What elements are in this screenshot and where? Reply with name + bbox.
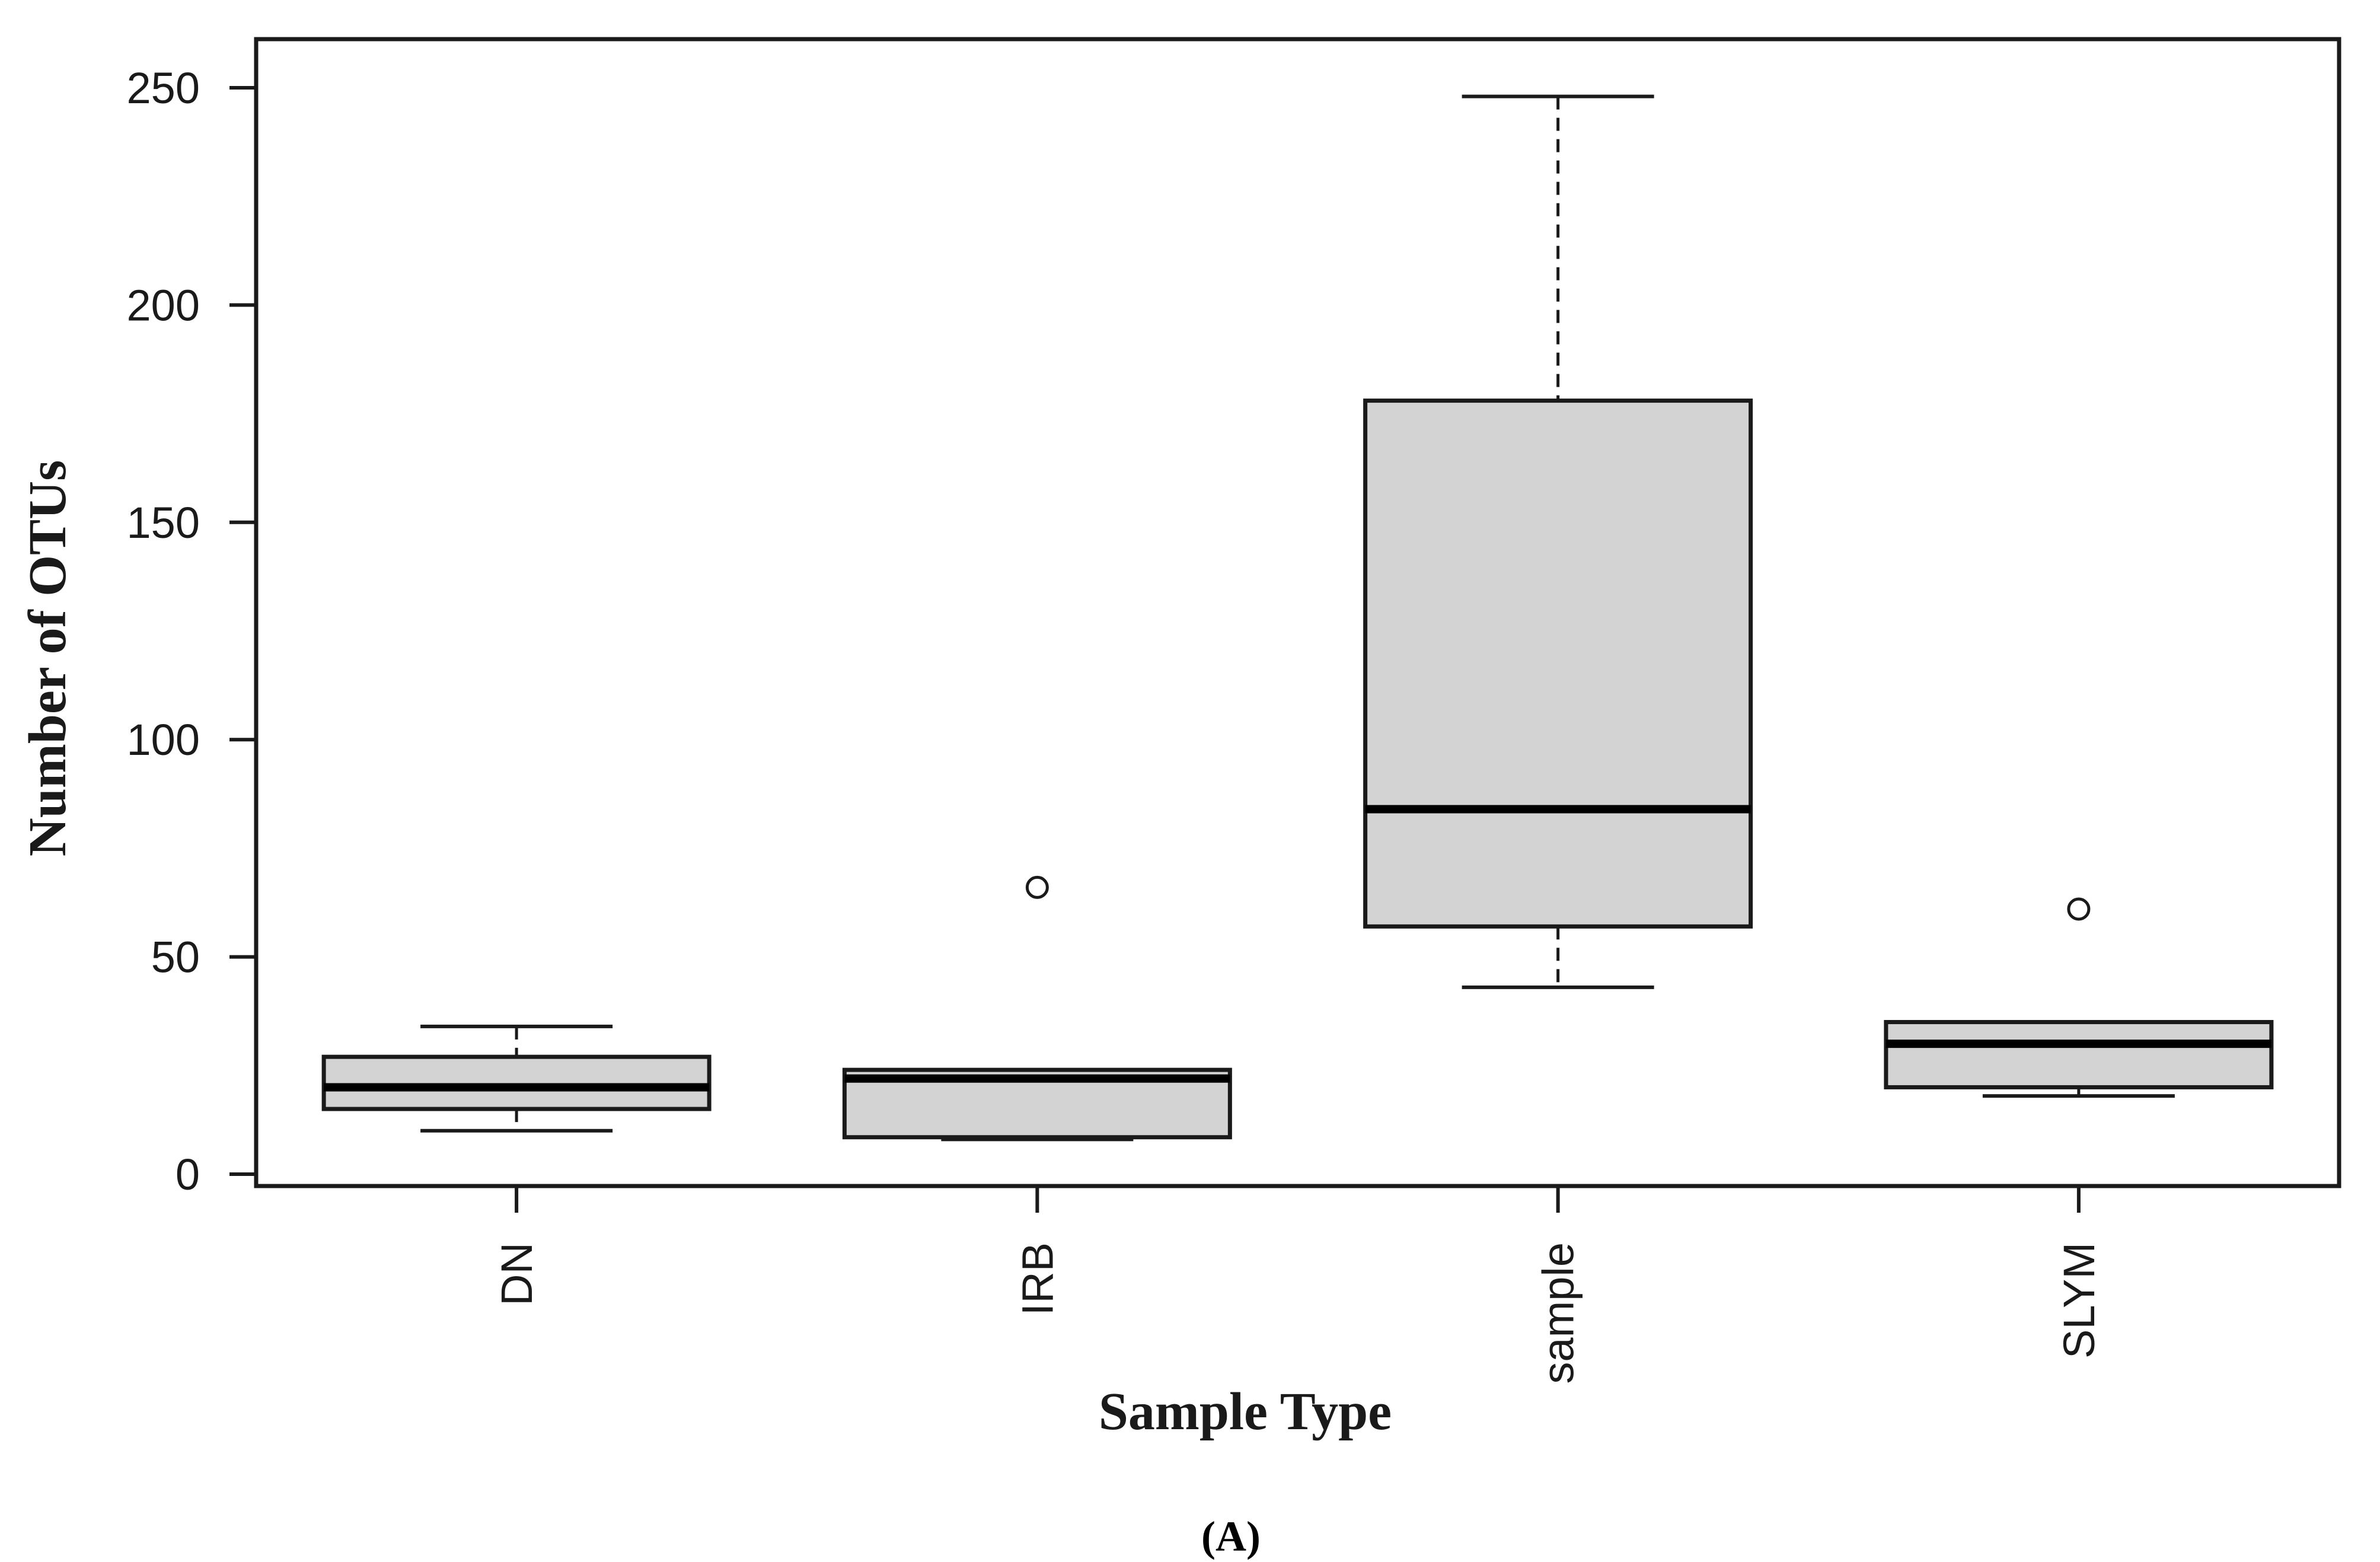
box-iqr: [321, 1054, 712, 1111]
y-tick-label: 150: [127, 498, 200, 547]
x-tick-label: DN: [492, 1242, 541, 1306]
y-axis-title: Number of OTUs: [18, 460, 77, 856]
y-tick-label: 100: [127, 715, 200, 764]
y-tick-label: 50: [151, 933, 200, 982]
x-tick-label: IRB: [1013, 1242, 1062, 1315]
x-tick-label: sample: [1534, 1242, 1583, 1384]
panel-label: (A): [1201, 1513, 1261, 1560]
y-tick-label: 0: [176, 1150, 200, 1199]
plot-frame: [254, 37, 2341, 1188]
outlier-point: [2067, 897, 2091, 921]
y-tick-label: 250: [127, 63, 200, 113]
outlier-point: [1025, 875, 1049, 899]
box-iqr: [1363, 399, 1753, 929]
plot-area: 0 50 100 150 200 250 DN IRB sample SLYM: [127, 37, 2341, 1384]
y-tick-label: 200: [127, 280, 200, 330]
x-axis-title: Sample Type: [1099, 1382, 1392, 1441]
x-tick-label: SLYM: [2054, 1242, 2104, 1359]
box-iqr: [1884, 1020, 2274, 1089]
